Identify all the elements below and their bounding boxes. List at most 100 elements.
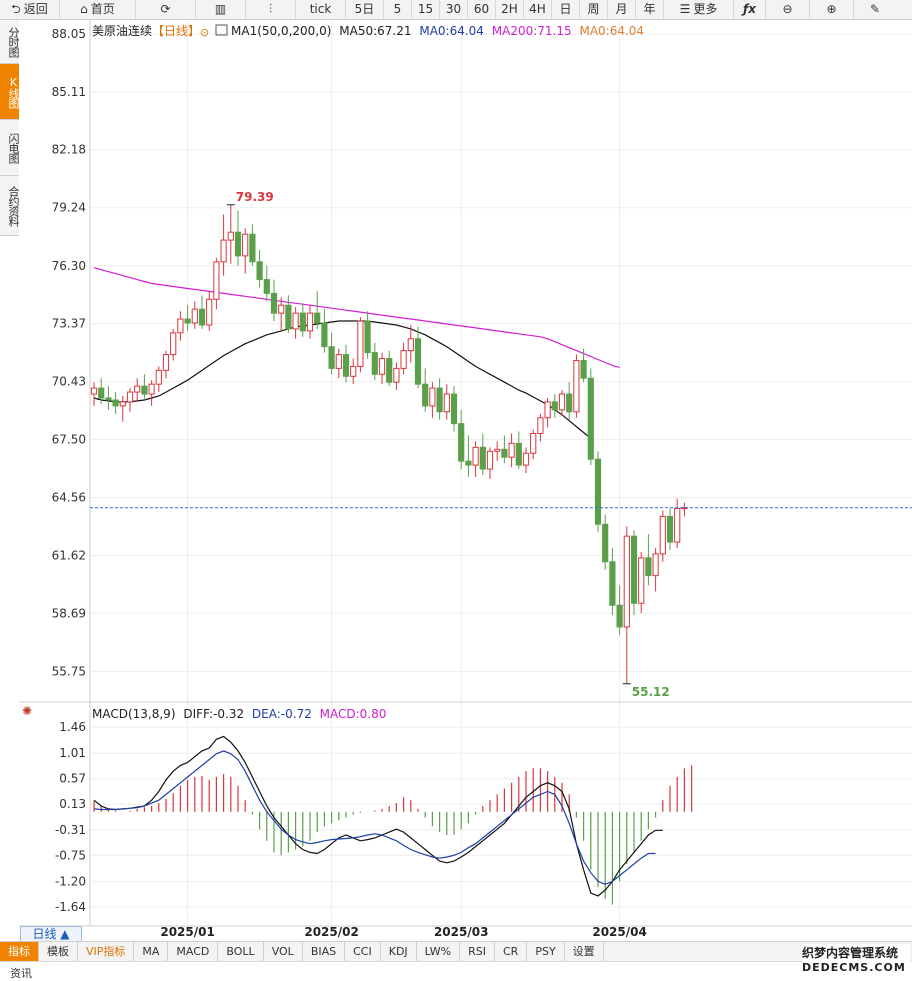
candlestick-icon: ⫶ <box>268 2 272 16</box>
macd-settings-icon[interactable]: ✺ <box>22 704 32 718</box>
indicator-bias[interactable]: BIAS <box>303 942 346 961</box>
price-y-ticks: 88.05 85.11 82.18 79.24 76.30 73.37 70.43 67.50… <box>52 27 86 678</box>
candle <box>227 204 234 264</box>
indicator-cci[interactable]: CCI <box>345 942 381 961</box>
period-2h[interactable]: 2H <box>496 0 524 19</box>
back-button[interactable]: ⮌ 返回 <box>0 0 60 19</box>
legend-period: 【日线】 <box>152 24 200 38</box>
indicator-tab[interactable]: 指标 <box>0 942 39 961</box>
settings-tab[interactable]: 设置 <box>565 942 604 961</box>
candle <box>342 344 350 383</box>
more-button[interactable]: ☰ 更多 <box>664 0 734 19</box>
period-4h[interactable]: 4H <box>524 0 552 19</box>
indicator-ma[interactable]: MA <box>134 942 169 961</box>
indicator-psy[interactable]: PSY <box>527 942 565 961</box>
candle <box>249 224 256 266</box>
candle-body <box>126 391 134 403</box>
tab-contract-info[interactable]: 合约资料 <box>0 176 20 236</box>
refresh-button[interactable]: ⟳ <box>136 0 196 19</box>
legend-ma50: MA50:67.21 <box>339 24 411 38</box>
indicator-boll[interactable]: BOLL <box>218 942 264 961</box>
indicator-vol[interactable]: VOL <box>264 942 303 961</box>
price-annotation: 55.12 <box>632 685 670 699</box>
candle <box>134 378 141 402</box>
candle <box>522 447 530 473</box>
price-tick-label: 58.69 <box>52 606 86 620</box>
news-label[interactable]: 资讯 <box>10 967 32 980</box>
watermark: 织梦内容管理系统 DEDECMS.COM <box>802 944 910 978</box>
period-5[interactable]: 5 <box>384 0 412 19</box>
macd-tick-label: 1.46 <box>59 720 86 734</box>
indicator-macd[interactable]: MACD <box>168 942 219 961</box>
status-bar: 资讯 <box>0 961 912 981</box>
indicator-lw[interactable]: LW% <box>417 942 461 961</box>
period-5d[interactable]: 5日 <box>346 0 384 19</box>
candle <box>263 265 270 302</box>
candle <box>638 551 645 614</box>
candle <box>119 396 126 422</box>
period-month[interactable]: 月 <box>608 0 636 19</box>
candle <box>623 526 630 685</box>
candle-type-button[interactable]: ⫶ <box>246 0 296 19</box>
period-year[interactable]: 年 <box>636 0 664 19</box>
watermark-line2: DEDECMS.COM <box>802 961 906 974</box>
tab-flash[interactable]: 闪电图 <box>0 120 20 176</box>
candle <box>551 394 558 418</box>
candle-body <box>148 383 155 395</box>
indicator-cr[interactable]: CR <box>495 942 528 961</box>
period-30[interactable]: 30 <box>440 0 468 19</box>
candle <box>234 210 242 266</box>
tab-kline[interactable]: K线图 <box>0 64 20 120</box>
indicator-kdj[interactable]: KDJ <box>381 942 417 961</box>
candle-body <box>378 358 386 375</box>
candle <box>501 435 508 464</box>
x-tick-label: 2025/02 <box>304 925 358 939</box>
chart-type-button[interactable]: ▥ <box>196 0 246 19</box>
tab-timeshare[interactable]: 分时图 <box>0 20 20 64</box>
grid <box>90 20 912 926</box>
period-60[interactable]: 60 <box>468 0 496 19</box>
zoom-in-button[interactable]: ⊕ <box>810 0 854 19</box>
indicator-icon[interactable] <box>215 24 228 36</box>
candle <box>443 384 450 420</box>
candle <box>659 510 666 562</box>
price-annotations: 79.39 55.12 <box>226 190 670 699</box>
candle-body <box>602 523 609 563</box>
vip-indicator-tab[interactable]: VIP指标 <box>78 942 135 961</box>
toolbar: ⮌ 返回 ⌂ 首页 ⟳ ▥ ⫶ tick 5日 5 15 30 60 2H 4H 日… <box>0 0 912 20</box>
tick-button[interactable]: tick <box>296 0 346 19</box>
candle <box>429 382 436 418</box>
template-tab[interactable]: 模板 <box>39 942 78 961</box>
candle-body <box>652 553 659 577</box>
svg-text:MA1(50,0,200,0) MA50:67.21: MA1(50,0,200,0) MA50:67.21 MA0:64.04 MA2… <box>231 24 644 38</box>
bar-chart-icon: ▥ <box>214 2 227 16</box>
draw-button[interactable]: ✎ <box>854 0 896 19</box>
candle-body <box>321 322 328 348</box>
candle-body <box>400 350 407 369</box>
candle <box>306 305 314 339</box>
period-15[interactable]: 15 <box>412 0 440 19</box>
candle <box>292 307 299 339</box>
period-day[interactable]: 日 <box>552 0 580 19</box>
candle <box>494 441 501 462</box>
indicator-rsi[interactable]: RSI <box>460 942 495 961</box>
candle-body <box>371 352 378 375</box>
side-tabs: 分时图 K线图 闪电图 合约资料 <box>0 20 20 236</box>
candle-body <box>191 308 198 324</box>
chart-area[interactable]: 88.05 85.11 82.18 79.24 76.30 73.37 70.43 67.50… <box>0 20 912 941</box>
settings-icon[interactable]: ⊙ <box>200 26 209 39</box>
period-week[interactable]: 周 <box>580 0 608 19</box>
home-button[interactable]: ⌂ 首页 <box>60 0 136 19</box>
candle-body <box>508 442 515 458</box>
candle <box>278 297 285 331</box>
candle-body <box>436 387 443 413</box>
dea-line <box>93 750 656 885</box>
candle <box>414 326 422 389</box>
candle-body <box>494 448 501 452</box>
candle-body <box>198 308 206 326</box>
candle <box>90 382 98 406</box>
zoom-out-button[interactable]: ⊖ <box>766 0 810 19</box>
candle-body <box>530 433 537 454</box>
formula-button[interactable]: ƒx <box>734 0 766 19</box>
candle <box>213 257 220 310</box>
